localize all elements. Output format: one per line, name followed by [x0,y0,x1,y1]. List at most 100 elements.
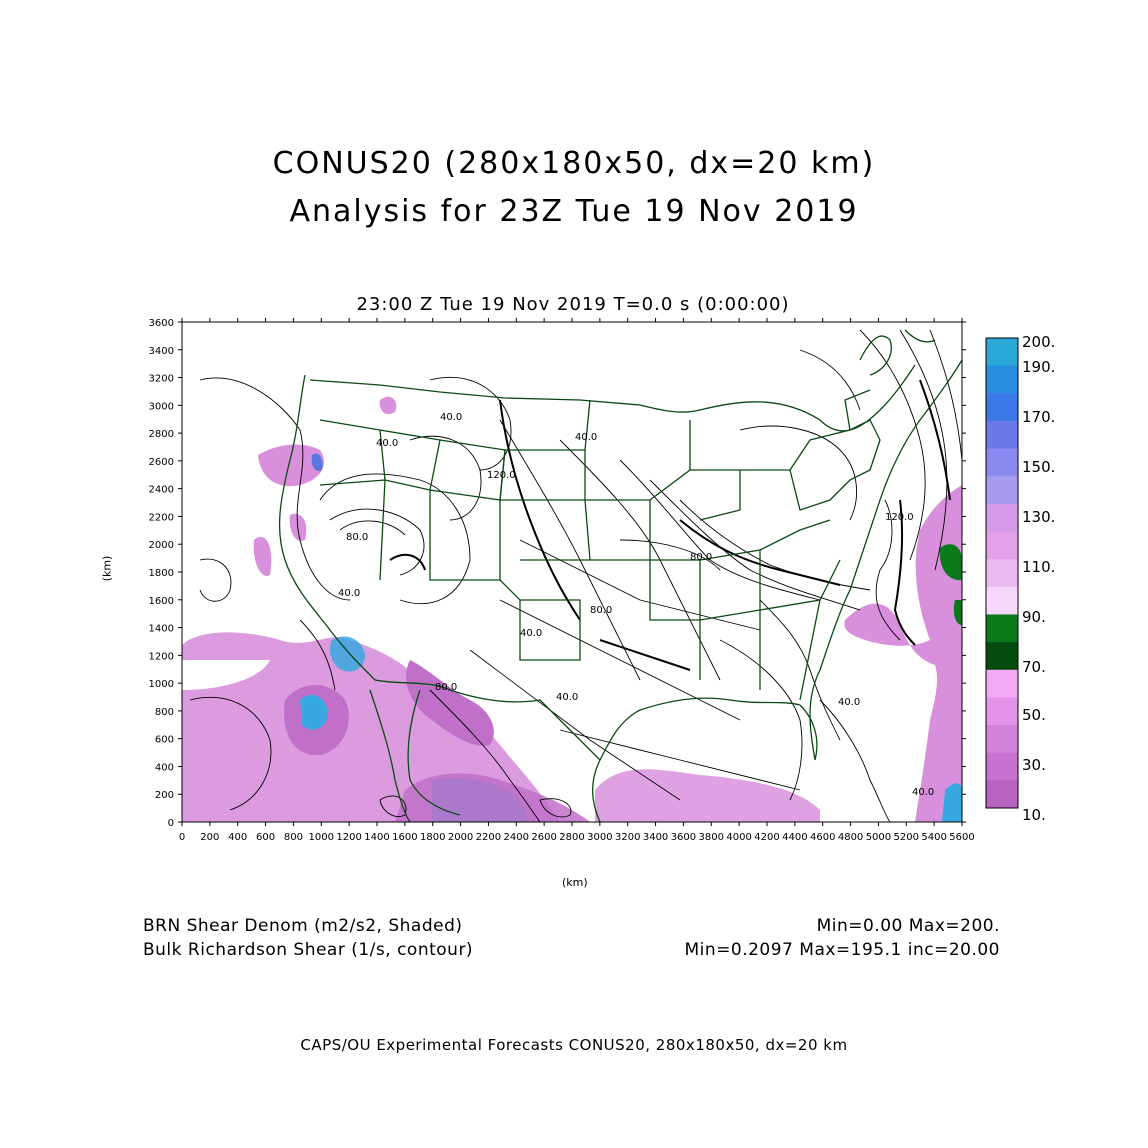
y-tick-label: 2800 [149,429,174,440]
colorbar-label: 30. [1022,756,1046,774]
x-tick-label: 200 [200,832,219,843]
shade-pacific-blue [300,694,328,730]
x-tick-label: 3600 [671,832,696,843]
x-tick-label: 1200 [336,832,361,843]
contour-label: 40.0 [912,787,934,798]
x-tick-label: 5400 [921,832,946,843]
analysis-time-title: Analysis for 23Z Tue 19 Nov 2019 [289,194,859,229]
x-tick-label: 400 [228,832,247,843]
colorbar: 200. 190. 170. 150. 130. 110. 90. 70. 50. 30. 10. [985,333,1055,824]
x-tick-label: 5600 [949,832,974,843]
shade-atlantic-blue [942,783,962,822]
colorbar-label: 200. [1022,333,1055,351]
colorbar-swatch [986,448,1018,477]
y-tick-label: 1600 [149,596,174,607]
contour-label: 120.0 [487,470,516,481]
us-coastline-west [278,374,376,681]
x-tick-label: 4800 [838,832,863,843]
x-tick-label: 4200 [754,832,779,843]
x-tick-label: 2000 [448,832,473,843]
mexico-border [374,679,601,761]
states-2 [499,399,701,621]
x-tick-label: 4400 [782,832,807,843]
y-tick-label: 2400 [149,485,174,496]
colorbar-swatch [986,531,1018,560]
shaded-field-name: BRN Shear Denom (m2/s2, Shaded) [143,916,463,936]
colorbar-swatch [986,338,1018,367]
contour-label: 80.0 [346,532,368,543]
x-tick-label: 5200 [894,832,919,843]
colorbar-label: 10. [1022,806,1046,824]
colorbar-swatch [986,642,1018,671]
colorbar-label: 50. [1022,706,1046,724]
colorbar-label: 90. [1022,608,1046,626]
y-tick-label: 1400 [149,624,174,635]
colorbar-swatch [986,365,1018,394]
x-tick-label: 4000 [726,832,751,843]
baja [369,689,411,823]
gulf-coast [599,697,818,761]
states-4 [789,389,881,481]
contour-field-name: Bulk Richardson Shear (1/s, contour) [143,940,474,960]
contour-label: 40.0 [575,432,597,443]
contour-label: 80.0 [690,552,712,563]
x-tick-label: 2200 [476,832,501,843]
colorbar-label: 70. [1022,658,1046,676]
canada-islands [859,329,936,376]
x-tick-label: 0 [179,832,185,843]
colorbar-label: 110. [1022,558,1055,576]
x-tick-label: 1000 [309,832,334,843]
y-tick-label: 800 [155,707,174,718]
y-tick-label: 3400 [149,346,174,357]
shade-atlantic-green [939,544,962,625]
footer-credit: CAPS/OU Experimental Forecasts CONUS20, … [300,1036,848,1054]
shade-nw-blue [311,453,323,472]
contour-label: 40.0 [338,588,360,599]
colorbar-swatch [986,725,1018,754]
shaded-field [182,396,962,822]
x-tick-label: 2800 [559,832,584,843]
y-tick-label: 3200 [149,374,174,385]
colorbar-frame [985,337,1019,809]
plot-subtitle: 23:00 Z Tue 19 Nov 2019 T=0.0 s (0:00:00… [356,294,790,315]
colorbar-label: 190. [1022,358,1055,376]
x-tick-label: 3400 [643,832,668,843]
contour-label: 40.0 [838,697,860,708]
y-tick-label: 400 [155,762,174,773]
colorbar-label: 170. [1022,408,1055,426]
contour-label: 40.0 [376,438,398,449]
colorbar-label: 130. [1022,508,1055,526]
contour-lines [189,329,963,823]
y-tick-label: 200 [155,790,174,801]
y-tick-label: 600 [155,735,174,746]
y-tick-label: 2200 [149,512,174,523]
colorbar-swatch [986,420,1018,450]
contour-label: 40.0 [440,412,462,423]
x-axis-label: (km) [562,876,588,889]
contour-label: 80.0 [590,605,612,616]
x-tick-label: 1400 [364,832,389,843]
x-tick-label: 3800 [699,832,724,843]
x-tick-label: 4600 [810,832,835,843]
y-axis-label: (km) [100,555,114,582]
x-tick-label: 2400 [504,832,529,843]
map-boundaries [278,329,963,823]
contour-label-group: 40.0 40.0 80.0 40.0 80.0 120.0 40.0 40.0… [338,412,934,798]
contour-label: 40.0 [556,692,578,703]
colorbar-swatch [986,780,1018,809]
contour-label: 80.0 [435,682,457,693]
y-tick-label: 2600 [149,457,174,468]
canada-border [309,364,916,432]
colorbar-swatch [986,503,1018,533]
y-axis: 0 200 400 600 800 1000 1200 1400 1600 1800 2000 220… [149,318,966,829]
x-tick-label: 5000 [866,832,891,843]
contour-field-range: Min=0.2097 Max=195.1 inc=20.00 [684,940,1000,960]
x-tick-label: 2600 [531,832,556,843]
y-tick-label: 3600 [149,318,174,329]
y-tick-label: 3000 [149,401,174,412]
shaded-field-range: Min=0.00 Max=200. [816,916,1000,936]
shade-gulf [595,769,820,822]
contour-label: 40.0 [520,628,542,639]
y-tick-label: 2000 [149,540,174,551]
